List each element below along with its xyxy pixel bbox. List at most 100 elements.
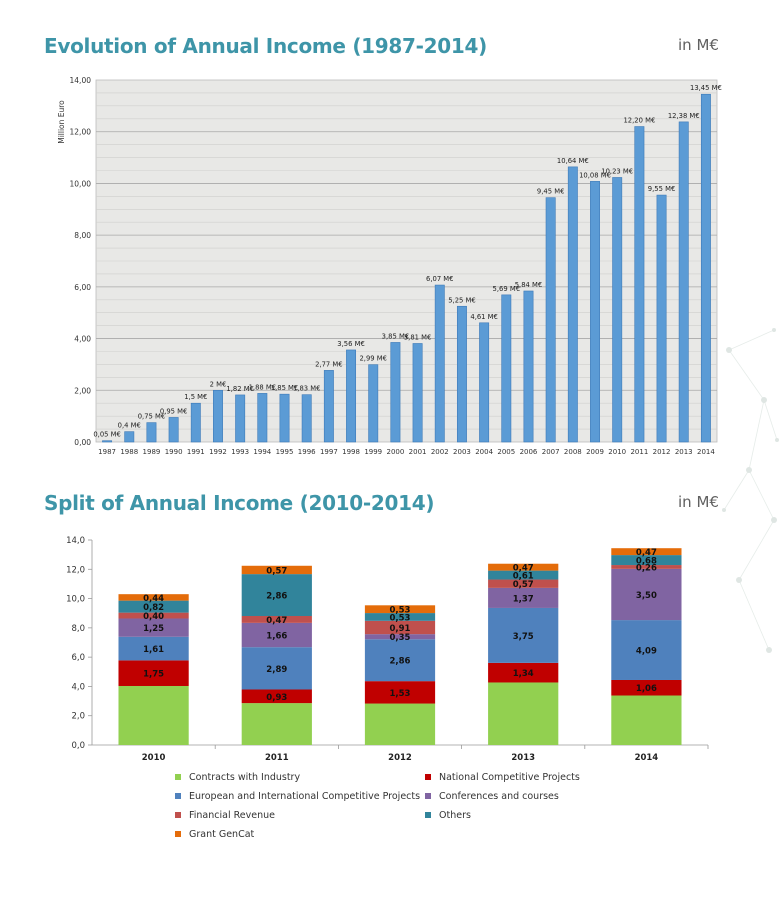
chart1-bar	[523, 290, 534, 443]
chart2-segment-label: 0,91	[390, 624, 411, 634]
legend-swatch	[175, 830, 181, 837]
chart2-y-tick-label: 0,0	[71, 741, 85, 751]
chart1-bar	[279, 393, 290, 443]
chart2-bar-segment	[241, 565, 312, 575]
chart1-x-tick-label: 1988	[120, 448, 138, 456]
chart2-bar-segment	[488, 563, 559, 571]
chart1-data-label: 6,07 M€	[426, 275, 453, 283]
chart1-unit: in M€	[678, 36, 719, 54]
chart2-segment-label: 3,50	[636, 591, 657, 601]
chart2-unit: in M€	[678, 493, 719, 511]
chart2-bar-segment	[488, 570, 559, 580]
chart1-x-tick-label: 2004	[475, 448, 493, 456]
chart2-x-tick-label: 2010	[142, 753, 166, 763]
chart1-data-label: 3,85 M€	[382, 332, 409, 340]
chart1-data-label: 0,75 M€	[138, 413, 165, 421]
chart2-y-tick-label: 4,0	[71, 682, 85, 692]
chart2-bar-segment	[118, 600, 189, 613]
chart1-y-tick-label: 2,00	[74, 386, 91, 395]
legend-label: Financial Revenue	[189, 810, 275, 821]
chart1-data-label: 10,64 M€	[557, 157, 589, 165]
chart2-segment-label: 3,75	[513, 632, 534, 642]
chart1-x-tick-label: 2014	[697, 448, 715, 456]
legend-label: Contracts with Industry	[189, 772, 301, 783]
chart2-bar-segment	[364, 605, 436, 614]
chart2-x-tick-label: 2012	[388, 753, 412, 763]
chart2-bar-segment	[241, 622, 312, 648]
chart2-bar-segment	[118, 660, 189, 686]
legend-label: National Competitive Projects	[439, 772, 580, 783]
chart1-bar	[545, 197, 556, 443]
legend-item-others: Others	[425, 810, 471, 821]
chart1-y-tick-label: 14,00	[70, 76, 92, 85]
chart2-segment-label: 1,25	[143, 624, 164, 634]
chart2-bar-segment	[611, 679, 682, 696]
chart2-bar-segment	[364, 639, 436, 682]
legend-label: European and International Competitive P…	[189, 791, 421, 802]
chart1-bar	[190, 402, 201, 443]
chart2-bar-segment	[118, 685, 189, 745]
chart1-bar	[412, 343, 423, 443]
chart2-segment-label: 2,89	[266, 665, 287, 675]
legend-swatch	[175, 792, 181, 799]
chart2-y-tick-label: 8,0	[71, 624, 85, 634]
chart2-segment-label: 4,09	[636, 647, 657, 657]
chart2-bar-segment	[488, 682, 559, 745]
chart1-x-tick-label: 2007	[542, 448, 560, 456]
chart1-data-label: 9,45 M€	[537, 188, 564, 196]
chart1-bar	[567, 166, 578, 443]
chart2-bar-segment	[364, 620, 436, 635]
chart1-bar	[678, 121, 689, 443]
chart2-segment-label: 0,57	[266, 566, 287, 576]
chart2-segment-label: 0,82	[143, 603, 164, 613]
chart1-x-tick-label: 2008	[564, 448, 582, 456]
chart2-x-tick-label: 2013	[511, 753, 535, 763]
chart1-data-label: 0,05 M€	[93, 431, 120, 439]
chart1-x-tick-label: 1995	[276, 448, 294, 456]
chart2-segment-label: 0,44	[143, 594, 164, 604]
chart1-data-label: 1,83 M€	[293, 385, 320, 393]
chart1-bar	[479, 322, 490, 443]
annual-income-bar-chart: 0,05 M€0,4 M€0,75 M€0,95 M€1,5 M€2 M€1,8…	[57, 76, 722, 456]
chart2-segment-label: 1,66	[266, 632, 287, 642]
chart2-bar-segment	[364, 703, 436, 745]
chart1-data-label: 10,23 M€	[601, 167, 633, 175]
chart2-bar-segment	[241, 574, 312, 616]
chart1-bar	[700, 93, 711, 443]
chart1-bar	[213, 389, 223, 443]
chart1-x-tick-label: 2012	[653, 448, 671, 456]
chart2-bar-segment	[118, 618, 189, 637]
chart1-x-tick-label: 1991	[187, 448, 205, 456]
chart2-y-tick-label: 12,0	[66, 565, 85, 575]
chart2-bar-segment	[611, 695, 682, 745]
chart1-y-tick-label: 8,00	[74, 231, 91, 240]
chart1-x-tick-label: 1999	[364, 448, 382, 456]
legend-swatch	[175, 811, 181, 818]
legend-swatch	[425, 773, 431, 780]
chart2-bar-segment	[611, 568, 682, 621]
chart2-bar-segment	[611, 548, 682, 556]
chart2-segment-label: 0,68	[636, 557, 657, 567]
chart1-x-tick-label: 2001	[409, 448, 427, 456]
chart2-segment-label: 2,86	[266, 592, 287, 602]
chart2-bar-segment	[241, 615, 312, 623]
chart1-bar	[456, 305, 467, 443]
chart2-bar-segment	[118, 612, 189, 619]
chart1-y-tick-label: 6,00	[74, 283, 91, 292]
chart2-segment-label: 1,53	[390, 689, 411, 699]
chart2-bar-segment	[488, 587, 559, 608]
legend-item-gencat: Grant GenCat	[175, 829, 254, 840]
legend-swatch	[425, 811, 431, 818]
chart2-segment-label: 0,57	[513, 580, 534, 590]
chart1-bar	[346, 349, 357, 443]
chart2-bar-segment	[611, 620, 682, 680]
legend-label: Conferences and courses	[439, 791, 559, 802]
chart1-x-tick-label: 2009	[586, 448, 604, 456]
chart2-bar-segment	[611, 555, 682, 566]
chart2-segment-label: 0,40	[143, 612, 164, 622]
chart2-segment-label: 2,86	[390, 657, 411, 667]
chart2-segment-label: 0,61	[513, 572, 534, 582]
chart2-segment-label: 0,47	[636, 548, 657, 558]
chart1-y-axis-label: Million Euro	[57, 100, 66, 144]
chart1-bar	[323, 370, 334, 443]
